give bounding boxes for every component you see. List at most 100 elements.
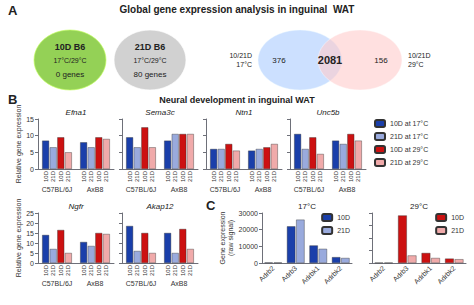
svg-text:Adrb3: Adrb3 <box>392 264 410 282</box>
svg-text:21D: 21D <box>271 170 277 182</box>
svg-text:Adrbk2: Adrbk2 <box>436 264 457 285</box>
svg-text:10D: 10D <box>43 264 49 276</box>
svg-text:17°C: 17°C <box>298 202 316 211</box>
svg-text:21D: 21D <box>65 264 71 276</box>
svg-text:AxB8: AxB8 <box>171 280 188 287</box>
svg-text:Adrb2: Adrb2 <box>258 264 276 282</box>
svg-text:10D: 10D <box>127 170 133 182</box>
svg-text:21D: 21D <box>187 170 193 182</box>
svg-text:21D: 21D <box>218 170 224 182</box>
svg-text:C57BL/6J: C57BL/6J <box>42 280 73 287</box>
svg-text:10D: 10D <box>348 170 354 182</box>
svg-text:Unc5b: Unc5b <box>316 108 340 117</box>
svg-text:C57BL/6J: C57BL/6J <box>42 186 73 193</box>
svg-text:29°C: 29°C <box>408 61 424 68</box>
svg-text:Sema3c: Sema3c <box>145 108 174 117</box>
svg-text:C57BL/6J: C57BL/6J <box>210 186 241 193</box>
svg-text:Relative gene expression: Relative gene expression <box>15 105 23 184</box>
svg-text:21D: 21D <box>355 170 361 182</box>
svg-text:Relative gene expression: Relative gene expression <box>15 199 23 278</box>
svg-text:10D: 10D <box>337 214 350 221</box>
svg-text:21D: 21D <box>65 170 71 182</box>
svg-text:10D: 10D <box>81 170 87 182</box>
svg-text:10D: 10D <box>165 170 171 182</box>
svg-text:10D: 10D <box>333 170 339 182</box>
svg-text:21D: 21D <box>317 170 323 182</box>
svg-text:10/21D: 10/21D <box>229 52 252 59</box>
svg-text:Adrbk1: Adrbk1 <box>300 264 321 285</box>
svg-text:15: 15 <box>26 230 34 237</box>
svg-text:21D: 21D <box>134 170 140 182</box>
svg-text:B: B <box>8 92 17 107</box>
svg-text:Adrbk2: Adrbk2 <box>323 264 344 285</box>
svg-text:21D: 21D <box>134 264 140 276</box>
svg-text:10D: 10D <box>264 170 270 182</box>
svg-text:21D: 21D <box>302 170 308 182</box>
svg-text:10D: 10D <box>96 170 102 182</box>
svg-text:0: 0 <box>30 260 34 267</box>
svg-text:Global gene expression analysi: Global gene expression analysis in ingui… <box>120 4 355 15</box>
svg-text:21D: 21D <box>103 264 109 276</box>
svg-text:21D: 21D <box>337 227 350 234</box>
svg-text:10D: 10D <box>249 170 255 182</box>
svg-text:Adrb2: Adrb2 <box>368 264 386 282</box>
svg-text:21D: 21D <box>50 170 56 182</box>
svg-text:Efna1: Efna1 <box>66 108 87 117</box>
svg-text:10D: 10D <box>180 170 186 182</box>
svg-text:10: 10 <box>26 240 34 247</box>
svg-text:21D: 21D <box>103 170 109 182</box>
svg-text:AxB8: AxB8 <box>255 186 272 193</box>
svg-text:25: 25 <box>26 210 34 217</box>
svg-text:21D: 21D <box>172 264 178 276</box>
svg-text:10D: 10D <box>226 170 232 182</box>
svg-text:21D: 21D <box>172 170 178 182</box>
svg-text:Adrbk1: Adrbk1 <box>413 264 434 285</box>
svg-text:80 genes: 80 genes <box>134 70 167 79</box>
svg-text:2081: 2081 <box>318 54 342 66</box>
svg-text:21D: 21D <box>149 264 155 276</box>
svg-text:10D: 10D <box>142 170 148 182</box>
svg-text:10D: 10D <box>165 264 171 276</box>
svg-text:0: 0 <box>30 166 34 173</box>
svg-text:21D: 21D <box>88 264 94 276</box>
svg-text:0: 0 <box>254 260 258 267</box>
svg-text:21D: 21D <box>256 170 262 182</box>
svg-text:20000: 20000 <box>239 226 259 233</box>
svg-text:5: 5 <box>30 250 34 257</box>
svg-text:21D: 21D <box>233 170 239 182</box>
svg-text:10: 10 <box>26 132 34 139</box>
svg-text:A: A <box>8 3 18 18</box>
svg-text:C57BL/6J: C57BL/6J <box>126 280 157 287</box>
svg-text:29°C: 29°C <box>410 202 428 211</box>
svg-text:5: 5 <box>30 149 34 156</box>
svg-text:10D: 10D <box>58 264 64 276</box>
svg-text:AxB8: AxB8 <box>87 280 104 287</box>
svg-text:0 genes: 0 genes <box>56 70 84 79</box>
svg-text:15: 15 <box>26 116 34 123</box>
svg-text:30000: 30000 <box>239 210 259 217</box>
svg-text:21D: 21D <box>451 227 464 234</box>
svg-text:21D: 21D <box>187 264 193 276</box>
svg-text:21D: 21D <box>340 170 346 182</box>
svg-text:10D: 10D <box>81 264 87 276</box>
svg-text:156: 156 <box>374 56 388 65</box>
svg-text:(raw signal): (raw signal) <box>227 220 235 256</box>
svg-text:10D: 10D <box>43 170 49 182</box>
svg-text:10D B6: 10D B6 <box>55 42 86 52</box>
svg-text:10000: 10000 <box>239 243 259 250</box>
svg-text:10D: 10D <box>127 264 133 276</box>
svg-text:Akap12: Akap12 <box>145 202 174 211</box>
svg-text:17°C/29°C: 17°C/29°C <box>53 57 86 64</box>
svg-text:21D: 21D <box>50 264 56 276</box>
svg-text:10D: 10D <box>180 264 186 276</box>
svg-text:20: 20 <box>26 220 34 227</box>
svg-text:C: C <box>206 198 216 213</box>
svg-text:10D: 10D <box>295 170 301 182</box>
svg-text:21D: 21D <box>149 170 155 182</box>
svg-text:10D: 10D <box>142 264 148 276</box>
svg-text:Ntn1: Ntn1 <box>236 108 253 117</box>
svg-text:10D at 29°C: 10D at 29°C <box>390 146 428 153</box>
svg-text:Gene expression: Gene expression <box>219 211 227 264</box>
svg-text:21D: 21D <box>88 170 94 182</box>
svg-text:10D: 10D <box>58 170 64 182</box>
